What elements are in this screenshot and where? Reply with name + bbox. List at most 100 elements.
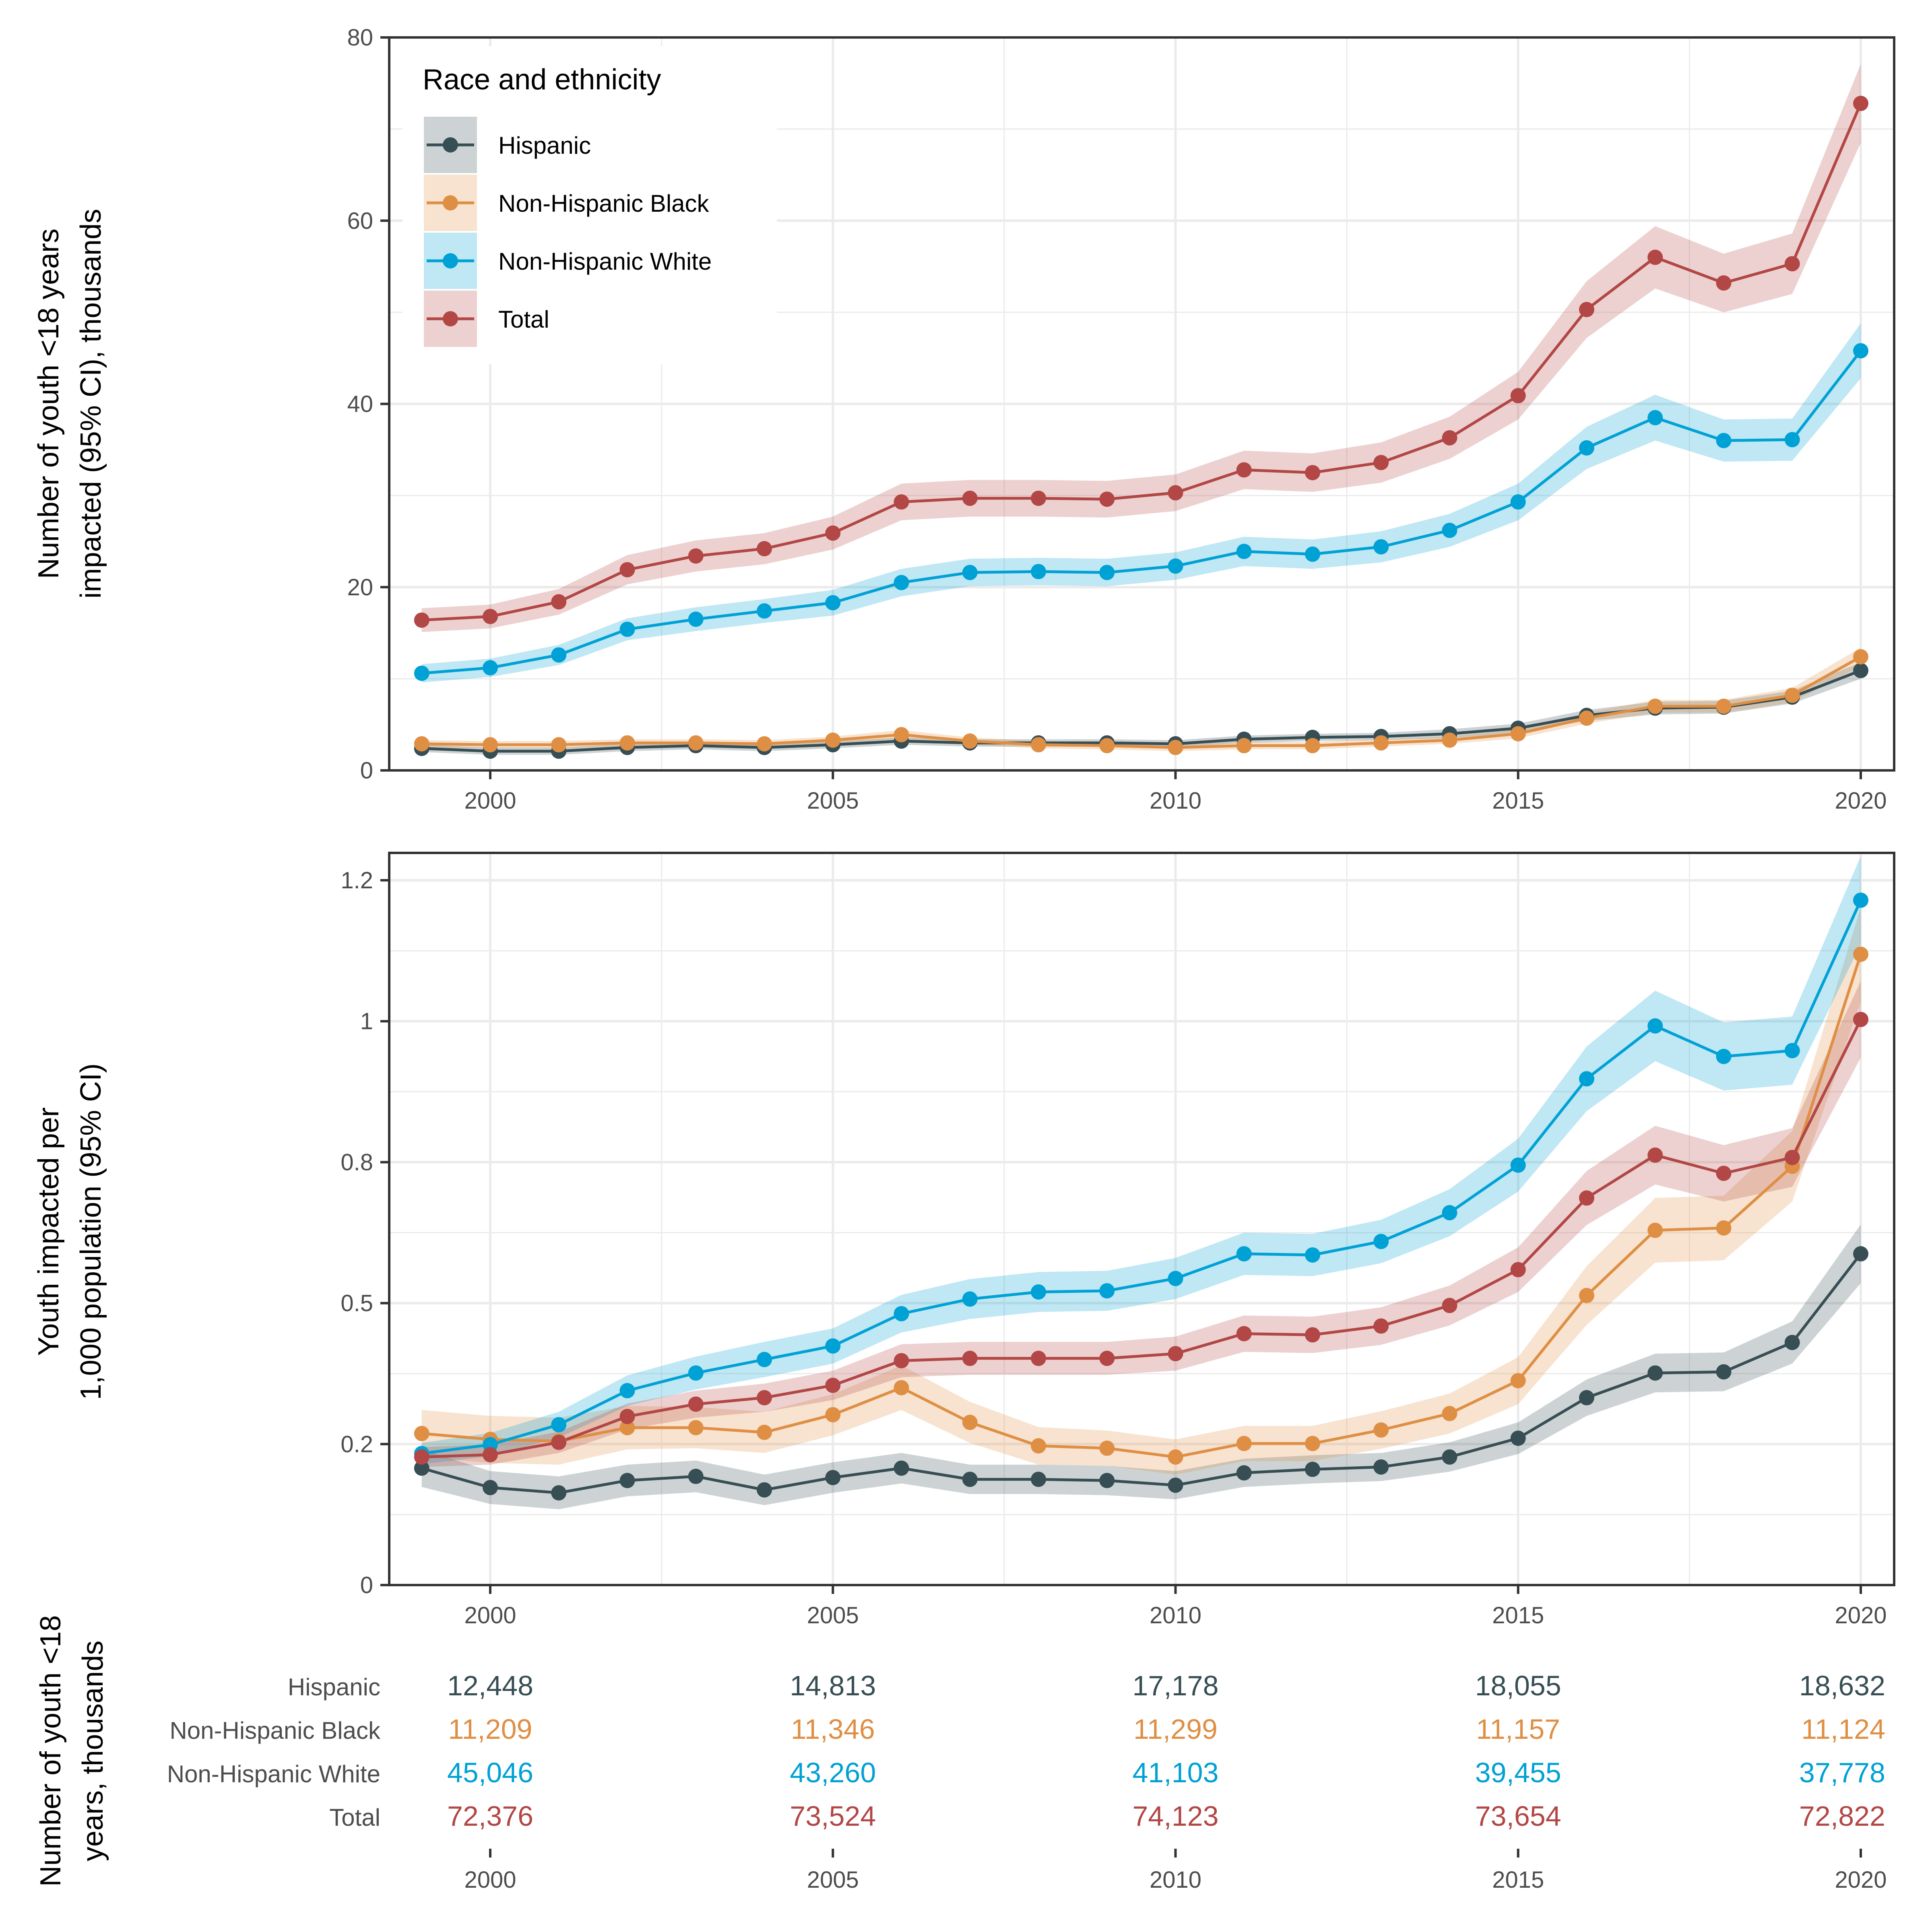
ci-band-total	[421, 64, 1861, 632]
data-point-total	[757, 541, 772, 557]
y-axis-title: Youth impacted per 1,000 population (95% …	[33, 1063, 107, 1400]
table-cell: 72,822	[1799, 1800, 1885, 1832]
y-axis-title-line-2: 1,000 population (95% CI)	[75, 1063, 107, 1400]
data-point-black	[1442, 1406, 1457, 1421]
ci-band-white	[421, 323, 1861, 683]
data-point-total	[1373, 455, 1389, 471]
y-axis-title-line-1: Number of youth <18 years	[33, 229, 65, 579]
series-line-white	[421, 900, 1862, 1455]
data-point-total	[551, 594, 567, 610]
x-tick-label: 2010	[1150, 788, 1201, 814]
legend-item-total: Total	[424, 291, 549, 347]
data-point-black	[962, 733, 978, 749]
data-point-black	[1510, 726, 1526, 741]
series-line-black	[421, 954, 1862, 1459]
data-point-white	[1647, 410, 1663, 425]
table-row-white: Non-Hispanic White 45,046 43,260 41,103 39,4…	[167, 1757, 1885, 1788]
data-point-total	[1305, 1327, 1320, 1343]
y-tick-label: 40	[347, 391, 373, 417]
table-cell: 73,524	[790, 1800, 876, 1832]
data-point-hispanic	[1305, 1461, 1320, 1477]
data-point-hispanic	[825, 1470, 841, 1485]
data-point-black	[1442, 732, 1457, 748]
x-tick-label: 2020	[1835, 1867, 1887, 1893]
data-point-white	[1510, 1157, 1526, 1173]
data-point-hispanic	[1647, 1365, 1663, 1381]
data-point-total	[1099, 1350, 1115, 1366]
x-tick-label: 2015	[1492, 1867, 1544, 1893]
data-point-white	[688, 1365, 704, 1381]
data-point-total	[619, 562, 635, 578]
y-tick-label: 0	[360, 758, 373, 784]
y-tick-label: 80	[347, 25, 373, 51]
data-point-hispanic	[483, 1480, 498, 1495]
data-point-white	[1373, 1234, 1389, 1249]
data-point-total	[962, 1350, 978, 1366]
legend: Race and ethnicity Hispanic Non-Hispanic B…	[402, 46, 777, 364]
data-point-white	[1579, 440, 1594, 456]
x-axis: 2000 2005 2010 2015 2020	[464, 1585, 1887, 1629]
table-y-axis-title-line-1: Number of youth <18	[35, 1615, 67, 1887]
legend-background	[402, 46, 777, 364]
data-point-white	[894, 575, 909, 590]
data-point-total	[1784, 256, 1800, 272]
table-row-black: Non-Hispanic Black 11,209 11,346 11,299 11,1…	[169, 1713, 1885, 1745]
data-point-total	[1373, 1318, 1389, 1334]
data-point-total	[1236, 1326, 1252, 1342]
data-point-hispanic	[1853, 1246, 1868, 1262]
y-axis: 0 0.2 0.5 0.8 1 1.2	[341, 867, 389, 1598]
data-point-white	[825, 1338, 841, 1354]
data-point-black	[1099, 738, 1115, 753]
data-point-total	[688, 548, 704, 564]
table-x-axis: 2000 2005 2010 2015 2020	[464, 1849, 1887, 1893]
data-point-hispanic	[1442, 1449, 1457, 1465]
table-row-label: Total	[329, 1804, 380, 1831]
legend-label: Non-Hispanic Black	[498, 190, 710, 217]
x-tick-label: 2000	[464, 788, 516, 814]
data-point-hispanic	[962, 1472, 978, 1487]
data-point-black	[1853, 649, 1868, 665]
data-point-total	[962, 490, 978, 506]
data-point-white	[1305, 1247, 1320, 1263]
data-point-white	[1853, 343, 1868, 359]
series-group	[414, 64, 1868, 759]
data-point-total	[1031, 490, 1046, 506]
data-point-white	[1099, 1283, 1115, 1298]
x-tick-label: 2005	[807, 1867, 859, 1893]
legend-label: Hispanic	[498, 132, 591, 159]
y-axis-title: Number of youth <18 years impacted (95% C…	[33, 209, 107, 599]
plot-background	[389, 853, 1894, 1585]
x-tick-label: 2015	[1492, 1602, 1544, 1629]
y-axis-title-line-1: Youth impacted per	[33, 1107, 65, 1356]
data-point-black	[757, 1424, 772, 1440]
data-point-white	[1579, 1071, 1594, 1087]
data-point-total	[1579, 1190, 1594, 1206]
data-point-black	[1373, 1422, 1389, 1438]
plot-border	[388, 852, 1895, 1586]
data-point-black	[894, 1380, 909, 1395]
y-tick-label: 60	[347, 208, 373, 234]
data-point-total	[688, 1396, 704, 1412]
data-point-white	[483, 660, 498, 676]
legend-key-point	[443, 253, 458, 268]
data-point-hispanic	[688, 1469, 704, 1484]
data-point-white	[962, 565, 978, 580]
data-point-white	[894, 1306, 909, 1321]
data-point-white	[1168, 558, 1183, 574]
table-cell: 11,157	[1476, 1713, 1560, 1745]
table-cell: 43,260	[790, 1757, 876, 1788]
data-point-black	[757, 736, 772, 751]
data-point-black	[894, 727, 909, 743]
data-point-black	[551, 737, 567, 753]
table-cell: 11,209	[448, 1713, 533, 1745]
y-tick-label: 0.8	[341, 1149, 373, 1175]
data-point-total	[1099, 491, 1115, 507]
data-point-black	[825, 732, 841, 748]
y-axis: 0 20 40 60 80	[347, 25, 389, 784]
data-point-white	[1716, 1049, 1732, 1064]
data-point-total	[1305, 465, 1320, 481]
data-point-white	[1031, 564, 1046, 580]
series-line-total	[421, 1019, 1862, 1459]
table-y-axis-title: Number of youth <18 years, thousands	[35, 1615, 109, 1887]
ci-band-total	[421, 981, 1861, 1467]
